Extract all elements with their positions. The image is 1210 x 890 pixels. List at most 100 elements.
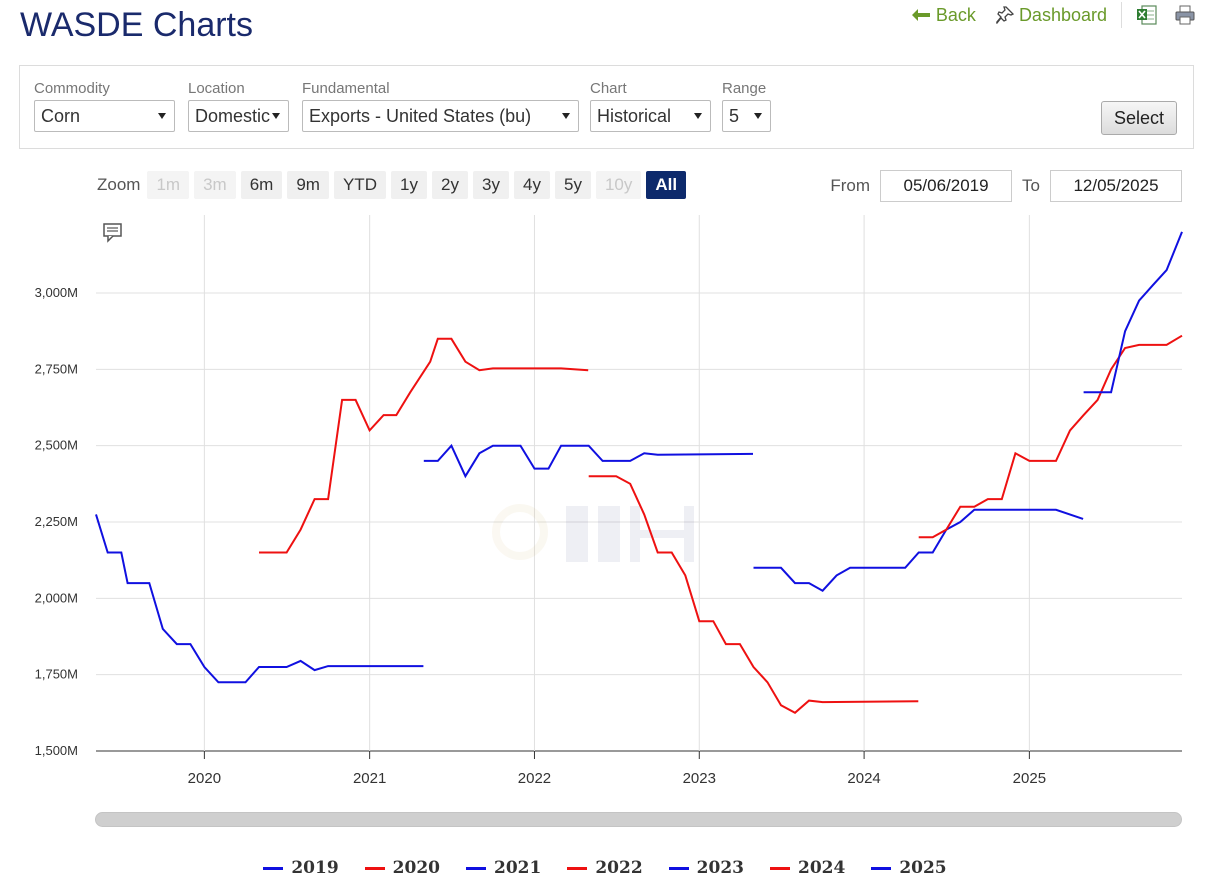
- location-value: Domestic: [195, 105, 271, 126]
- legend-label: 2019: [291, 858, 339, 878]
- commodity-label: Commodity: [34, 80, 110, 97]
- legend-label: 2021: [494, 858, 542, 878]
- chart-type-group: Chart Historical: [590, 80, 711, 132]
- legend-swatch: [364, 866, 385, 870]
- zoom-10y-button[interactable]: 10y: [595, 171, 642, 199]
- legend-item-2019[interactable]: 2019: [263, 858, 339, 878]
- commodity-select[interactable]: Corn: [34, 100, 175, 132]
- chart-legend: 2019 2020 2021 2022 2023 2024 2025: [0, 858, 1210, 878]
- series-line-2023: [753, 508, 1084, 592]
- chart-watermark: [492, 504, 694, 562]
- fundamental-select[interactable]: Exports - United States (bu): [302, 100, 579, 132]
- legend-label: 2020: [392, 858, 440, 878]
- zoom-1y-button[interactable]: 1y: [390, 171, 427, 199]
- chart-type-select[interactable]: Historical: [590, 100, 711, 132]
- x-tick-label: 2025: [1013, 770, 1046, 787]
- chevron-down-icon: [694, 113, 702, 119]
- series-layer: [95, 231, 1183, 715]
- legend-item-2023[interactable]: 2023: [668, 858, 744, 878]
- legend-label: 2022: [595, 858, 643, 878]
- excel-export-icon[interactable]: [1136, 4, 1158, 26]
- to-date-input[interactable]: 12/05/2025: [1050, 170, 1182, 202]
- zoom-all-button[interactable]: All: [646, 171, 687, 199]
- legend-item-2024[interactable]: 2024: [769, 858, 846, 878]
- zoom-ytd-button[interactable]: YTD: [333, 171, 386, 199]
- x-axis-labels: 2020 2021 2022 2023 2024 2025: [188, 770, 1046, 787]
- legend-item-2021[interactable]: 2021: [466, 858, 541, 878]
- page-title: WASDE Charts: [20, 6, 254, 44]
- zoom-label: Zoom: [97, 175, 141, 194]
- to-label: To: [1022, 176, 1040, 195]
- zoom-5y-button[interactable]: 5y: [554, 171, 591, 199]
- legend-swatch: [769, 866, 790, 870]
- fundamental-value: Exports - United States (bu): [309, 105, 532, 126]
- range-label: Range: [722, 80, 767, 97]
- select-button[interactable]: Select: [1101, 101, 1177, 135]
- location-group: Location Domestic: [188, 80, 289, 132]
- chevron-down-icon: [562, 113, 570, 119]
- chevron-down-icon: [754, 113, 762, 119]
- from-date-input[interactable]: 05/06/2019: [880, 170, 1013, 202]
- fundamental-group: Fundamental Exports - United States (bu): [302, 80, 579, 132]
- chart-scrollbar[interactable]: [95, 812, 1182, 827]
- series-line-2024: [918, 334, 1183, 539]
- y-tick-label: 2,000M: [35, 590, 78, 605]
- zoom-6m-button[interactable]: 6m: [240, 171, 283, 199]
- back-arrow-icon: [911, 8, 931, 22]
- y-tick-label: 2,250M: [35, 514, 78, 529]
- zoom-1m-button[interactable]: 1m: [147, 171, 190, 199]
- commodity-group: Commodity Corn: [34, 80, 175, 132]
- top-links: Back Dashboard: [911, 2, 1196, 28]
- x-tick-label: 2023: [683, 770, 716, 787]
- y-tick-label: 2,750M: [35, 361, 78, 376]
- legend-label: 2024: [797, 858, 846, 878]
- location-select[interactable]: Domestic: [188, 100, 289, 132]
- legend-swatch: [567, 866, 588, 870]
- print-icon[interactable]: [1174, 4, 1196, 26]
- fundamental-label: Fundamental: [302, 80, 390, 97]
- y-tick-label: 1,750M: [35, 667, 78, 682]
- zoom-bar: Zoom 1m 3m 6m 9m YTD 1y 2y 3y 4y 5y 10y …: [97, 171, 687, 199]
- range-select[interactable]: 5: [722, 100, 771, 132]
- back-link[interactable]: Back: [911, 5, 976, 26]
- x-tick-label: 2021: [353, 770, 386, 787]
- from-label: From: [830, 176, 871, 195]
- legend-item-2022[interactable]: 2022: [567, 858, 643, 878]
- zoom-3y-button[interactable]: 3y: [472, 171, 509, 199]
- x-tick-label: 2024: [847, 770, 880, 787]
- back-label: Back: [935, 4, 976, 25]
- legend-item-2025[interactable]: 2025: [871, 858, 947, 878]
- legend-swatch: [668, 866, 689, 870]
- pin-icon: [996, 6, 1014, 24]
- x-tick-label: 2020: [188, 770, 221, 787]
- toolbar-divider: [1121, 2, 1122, 28]
- zoom-3m-button[interactable]: 3m: [194, 171, 236, 199]
- range-value: 5: [729, 105, 740, 126]
- chevron-down-icon: [272, 113, 280, 119]
- legend-swatch: [263, 866, 284, 870]
- legend-swatch: [466, 866, 486, 870]
- chart-grid: [96, 215, 1182, 759]
- series-line-2022: [588, 475, 919, 715]
- zoom-2y-button[interactable]: 2y: [431, 171, 468, 199]
- line-chart: 1,500M 1,750M 2,000M 2,250M 2,500M 2,750M 3,00…: [35, 215, 1183, 787]
- zoom-4y-button[interactable]: 4y: [513, 171, 550, 199]
- dashboard-link[interactable]: Dashboard: [996, 5, 1107, 26]
- y-tick-label: 3,000M: [35, 285, 78, 300]
- series-line-2019: [95, 514, 424, 684]
- chart-type-label: Chart: [590, 80, 627, 97]
- y-axis-labels: 1,500M 1,750M 2,000M 2,250M 2,500M 2,750M 3,00…: [35, 285, 78, 758]
- filter-panel: Commodity Corn Location Domestic Fundame…: [19, 65, 1194, 149]
- x-tick-label: 2022: [518, 770, 551, 787]
- date-range: From 05/06/2019 To 12/05/2025: [820, 170, 1182, 202]
- y-tick-label: 2,500M: [35, 438, 78, 453]
- annotation-icon[interactable]: [103, 223, 122, 243]
- legend-item-2020[interactable]: 2020: [364, 858, 440, 878]
- chart-type-value: Historical: [597, 105, 672, 126]
- location-label: Location: [188, 80, 245, 97]
- series-line-2020: [259, 337, 589, 554]
- series-line-2025: [1083, 231, 1183, 394]
- chevron-down-icon: [158, 113, 166, 119]
- zoom-9m-button[interactable]: 9m: [287, 171, 329, 199]
- dashboard-label: Dashboard: [1018, 4, 1107, 25]
